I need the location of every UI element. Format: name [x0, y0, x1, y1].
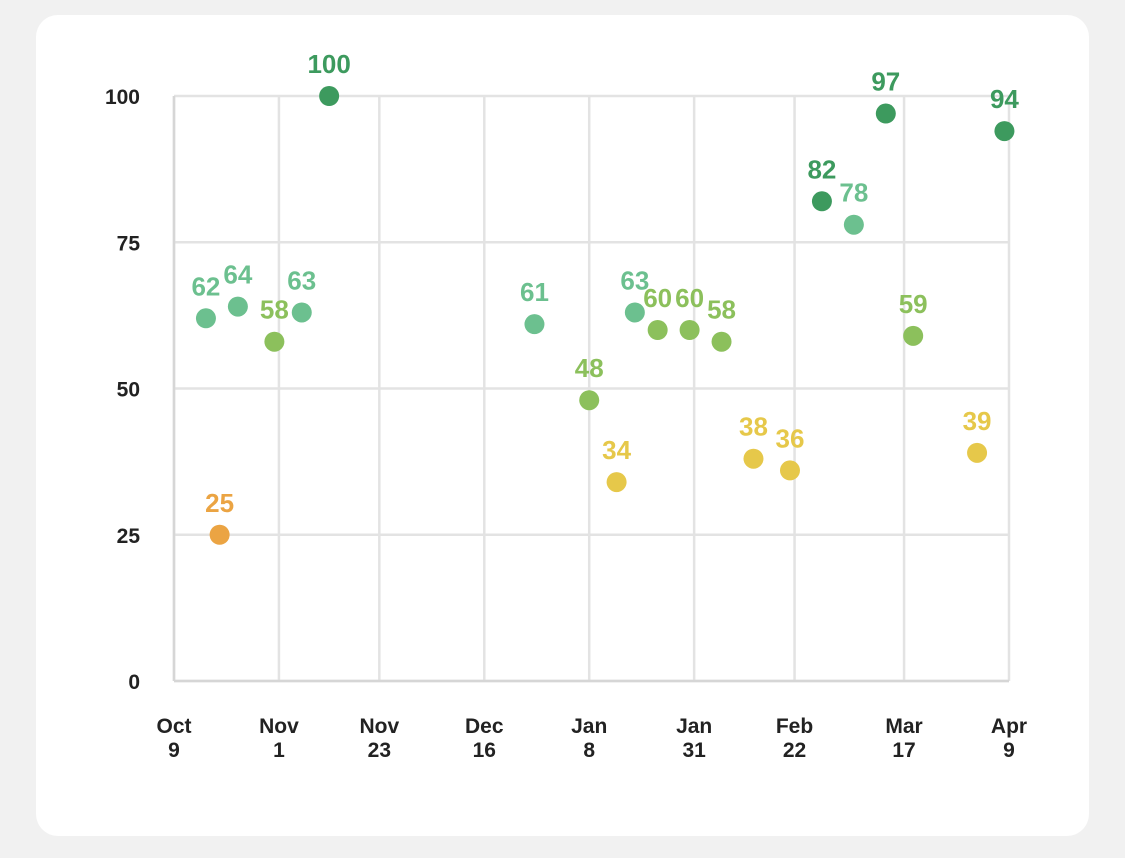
data-point[interactable] [524, 314, 545, 335]
data-label: 48 [575, 353, 604, 383]
data-label: 60 [643, 283, 672, 313]
data-point[interactable] [195, 308, 216, 329]
data-point[interactable] [743, 448, 764, 469]
data-point[interactable] [579, 390, 600, 411]
y-tick-label: 100 [105, 86, 140, 109]
y-tick-label: 0 [128, 671, 140, 694]
data-point[interactable] [967, 442, 988, 463]
data-label: 63 [287, 265, 316, 295]
x-tick-label: Nov 23 [359, 715, 399, 762]
y-tick-label: 50 [117, 379, 140, 402]
data-point[interactable] [227, 296, 248, 317]
data-point[interactable] [606, 472, 627, 493]
data-point[interactable] [319, 86, 340, 106]
y-axis-ticks: 0 25 50 75 100 [105, 86, 140, 694]
x-tick-label: Oct 9 [156, 715, 191, 762]
data-point[interactable] [264, 331, 285, 352]
data-point[interactable] [811, 191, 832, 212]
x-axis-ticks: Oct 9 Nov 1 Nov 23 Dec 16 Jan 8 Jan 31 Feb 22 Mar 17 Apr… [156, 715, 1027, 762]
data-label: 58 [707, 295, 736, 325]
data-label: 94 [990, 84, 1019, 114]
data-label: 38 [739, 412, 768, 442]
x-tick-label: Feb 22 [776, 715, 813, 762]
data-label: 64 [223, 260, 252, 290]
scatter-chart: 0 25 50 75 100 Oct 9 Nov 1 Nov 23 Dec 16 Jan 8 Jan 31 Fe… [105, 49, 1027, 762]
data-label: 61 [520, 277, 549, 307]
data-point[interactable] [994, 121, 1015, 142]
data-label: 78 [839, 178, 868, 208]
chart-grid [172, 94, 1011, 683]
data-point[interactable] [711, 331, 732, 352]
data-label: 25 [205, 488, 234, 518]
x-tick-label: Apr 9 [991, 715, 1027, 762]
data-label: 34 [602, 435, 631, 465]
data-label: 62 [191, 271, 220, 301]
data-point[interactable] [209, 524, 230, 545]
data-label: 60 [675, 283, 704, 313]
data-point[interactable] [291, 302, 312, 323]
data-point[interactable] [779, 460, 800, 481]
data-point[interactable] [624, 302, 645, 323]
x-tick-label: Nov 1 [259, 715, 299, 762]
y-tick-label: 75 [117, 232, 141, 255]
data-label: 82 [807, 154, 836, 184]
data-point[interactable] [647, 320, 668, 340]
x-tick-label: Jan 8 [571, 715, 607, 762]
data-point[interactable] [875, 103, 896, 124]
data-label: 39 [963, 406, 992, 436]
x-tick-label: Jan 31 [676, 715, 712, 762]
y-tick-label: 25 [117, 525, 141, 548]
data-label: 63 [620, 265, 649, 295]
data-label: 36 [776, 423, 805, 453]
data-label: 100 [307, 49, 350, 79]
x-tick-label: Mar 17 [885, 715, 922, 762]
data-label: 58 [260, 295, 289, 325]
data-points [195, 86, 1015, 545]
data-point[interactable] [903, 325, 924, 346]
data-label: 97 [871, 67, 900, 97]
chart-card: 0 25 50 75 100 Oct 9 Nov 1 Nov 23 Dec 16 Jan 8 Jan 31 Fe… [36, 15, 1089, 836]
x-tick-label: Dec 16 [465, 715, 504, 762]
data-label: 59 [899, 289, 928, 319]
data-point[interactable] [679, 320, 700, 340]
data-point[interactable] [843, 214, 864, 235]
